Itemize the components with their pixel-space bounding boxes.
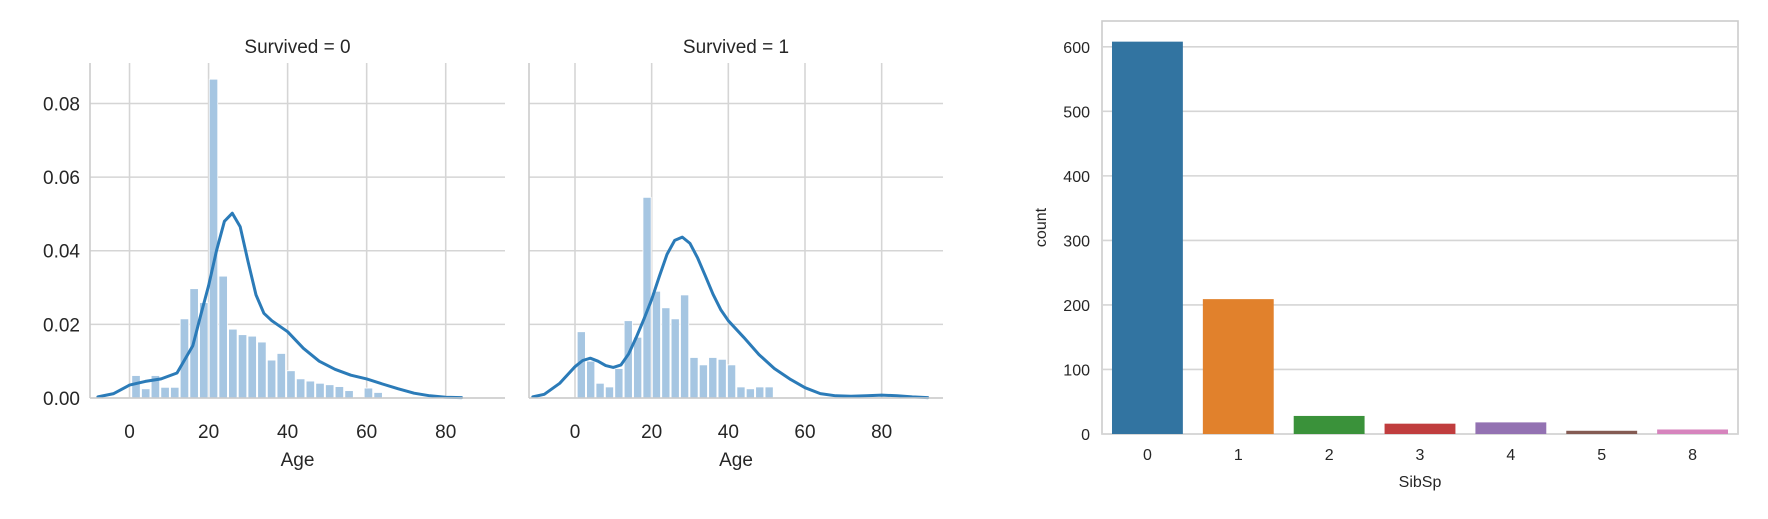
hist-bar [315, 382, 325, 399]
hist-bar [745, 388, 755, 399]
hist-bar [228, 328, 238, 399]
x-tick-label: 2 [1325, 447, 1334, 464]
hist-bar [595, 382, 605, 399]
x-axis-label: Age [719, 450, 753, 471]
hist-bar [586, 360, 596, 399]
x-tick-label: 4 [1506, 447, 1515, 464]
hist-bar [614, 368, 624, 399]
kde-line [531, 235, 930, 400]
x-tick-label: 80 [871, 422, 892, 443]
y-tick-label: 0.00 [43, 389, 80, 410]
hist-bar [325, 384, 335, 399]
hist-bar [604, 386, 614, 399]
y-tick-label: 500 [1063, 104, 1090, 121]
y-tick-label: 0.02 [43, 315, 80, 336]
kde-line [96, 211, 463, 400]
hist-bar [237, 334, 248, 399]
x-tick-label: 0 [124, 422, 135, 443]
hist-bar [266, 359, 277, 399]
x-tick-label: 0 [570, 422, 581, 443]
count-bar [1475, 422, 1547, 434]
x-tick-label: 5 [1597, 447, 1606, 464]
count-bar [1111, 41, 1183, 435]
hist-bar [736, 386, 746, 399]
hist-bar [296, 378, 306, 399]
x-tick-label: 60 [356, 422, 377, 443]
hist-bar [276, 353, 286, 399]
x-tick-label: 40 [718, 422, 739, 443]
hist-bar [257, 341, 267, 399]
hist-bar [651, 290, 661, 399]
hist-bar [661, 307, 671, 399]
hist-bar [141, 388, 151, 399]
hist-bar [698, 364, 708, 399]
hist-bar [160, 386, 170, 399]
y-tick-label: 0.08 [43, 94, 80, 115]
x-tick-label: 80 [435, 422, 456, 443]
y-axis-label: count [1033, 207, 1050, 247]
hist-bar [344, 390, 354, 399]
x-tick-label: 40 [277, 422, 298, 443]
hist-bar [755, 386, 765, 399]
hist-bar [334, 386, 345, 399]
hist-bar [305, 380, 315, 399]
y-tick-label: 400 [1063, 169, 1090, 186]
y-tick-label: 100 [1063, 362, 1090, 379]
x-tick-label: 0 [1143, 447, 1152, 464]
x-axis-label: Age [281, 450, 315, 471]
y-tick-label: 600 [1063, 40, 1090, 57]
count-bar [1202, 299, 1274, 434]
hist-bar [286, 370, 296, 399]
hist-bar [708, 357, 718, 399]
y-tick-label: 0 [1081, 427, 1090, 444]
count-bar [1384, 423, 1456, 434]
hist-bar [727, 364, 737, 399]
hist-bar [633, 336, 643, 399]
hist-bar [764, 386, 774, 399]
x-tick-label: 20 [641, 422, 662, 443]
hist-bar [680, 294, 690, 399]
y-tick-label: 0.06 [43, 168, 80, 189]
hist-bar [131, 375, 141, 399]
count-bar [1657, 429, 1729, 434]
facet-title: Survived = 1 [683, 37, 789, 58]
hist-bar [642, 196, 652, 399]
hist-bar [247, 335, 257, 399]
x-tick-label: 20 [198, 422, 219, 443]
hist-bar [717, 358, 727, 399]
x-tick-label: 3 [1416, 447, 1425, 464]
x-axis-label: SibSp [1399, 474, 1442, 491]
hist-bar [373, 392, 383, 399]
x-tick-label: 8 [1688, 447, 1697, 464]
hist-bar [670, 318, 680, 399]
y-tick-label: 300 [1063, 233, 1090, 250]
hist-bar [218, 275, 228, 399]
y-tick-label: 200 [1063, 298, 1090, 315]
x-tick-label: 1 [1234, 447, 1243, 464]
hist-bar [170, 386, 180, 399]
y-tick-label: 0.04 [43, 242, 80, 263]
x-tick-label: 60 [794, 422, 815, 443]
hist-bar [689, 357, 699, 399]
facet-title: Survived = 0 [244, 37, 350, 58]
plot-frame [1101, 20, 1739, 435]
count-bar [1566, 430, 1638, 434]
count-bar [1293, 415, 1365, 434]
hist-bar [363, 387, 374, 399]
hist-bar [208, 78, 219, 399]
